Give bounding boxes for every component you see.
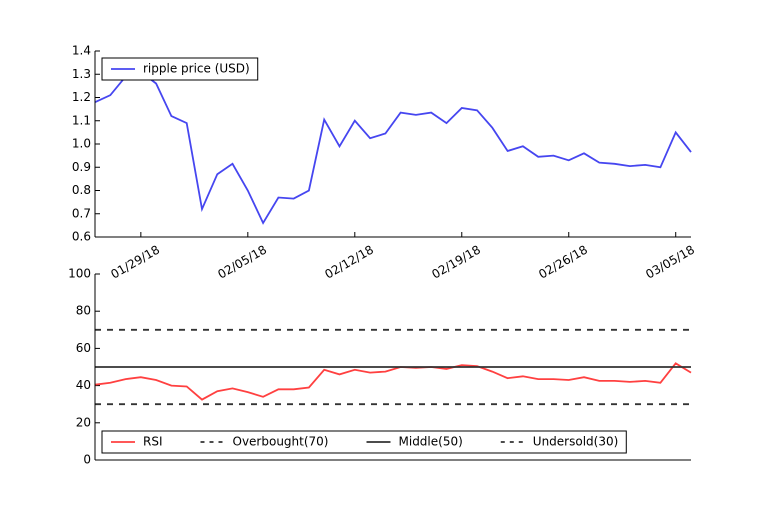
legend-label: Overbought(70) xyxy=(233,435,329,449)
y-tick-label: 0.8 xyxy=(72,183,91,197)
legend: RSI Overbought(70) Middle(50) Undersold(30) xyxy=(101,430,627,454)
x-tick-label: 02/26/18 xyxy=(536,243,590,282)
y-tick-label: 60 xyxy=(76,341,91,355)
y-tick-label: 0.9 xyxy=(72,160,91,174)
legend-label: Middle(50) xyxy=(399,435,463,449)
y-tick-label: 1.2 xyxy=(72,90,91,104)
x-tick-label: 02/05/18 xyxy=(215,243,269,282)
x-tick-label: 01/29/18 xyxy=(108,243,162,282)
legend: ripple price (USD) xyxy=(101,57,259,81)
x-tick-label: 02/12/18 xyxy=(322,243,376,282)
y-tick-label: 1.4 xyxy=(72,44,91,58)
y-tick-label: 0.6 xyxy=(72,230,91,244)
legend-label: RSI xyxy=(143,435,163,449)
x-tick-label: 02/19/18 xyxy=(429,243,483,282)
legend-frame xyxy=(101,430,627,454)
legend-label: Undersold(30) xyxy=(533,435,619,449)
legend-label: ripple price (USD) xyxy=(143,62,250,76)
y-tick-label: 80 xyxy=(76,304,91,318)
data-line xyxy=(94,70,692,225)
data-line xyxy=(94,362,692,401)
legend-frame xyxy=(101,57,259,81)
y-tick-label: 1.1 xyxy=(72,113,91,127)
y-tick-label: 1.3 xyxy=(72,67,91,81)
y-tick-label: 100 xyxy=(68,267,91,281)
y-tick-label: 20 xyxy=(76,415,91,429)
y-tick-label: 40 xyxy=(76,378,91,392)
y-tick-label: 0 xyxy=(83,453,91,467)
y-tick-label: 1.0 xyxy=(72,137,91,151)
y-tick-label: 0.7 xyxy=(72,206,91,220)
x-tick-label: 03/05/18 xyxy=(643,243,697,282)
